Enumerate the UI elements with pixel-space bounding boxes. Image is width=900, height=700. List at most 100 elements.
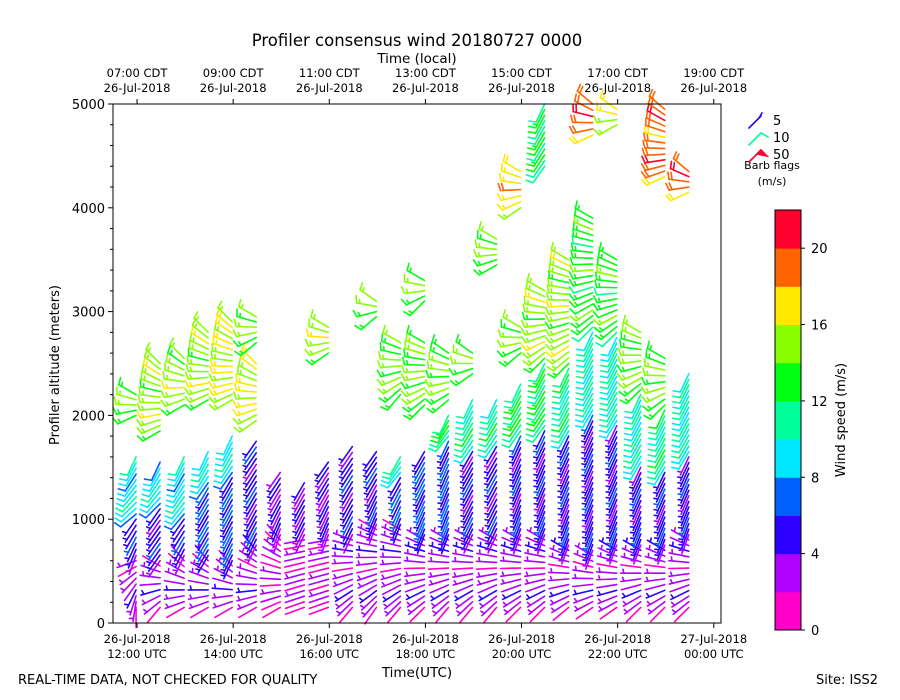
wind-barb xyxy=(534,533,546,555)
wind-barb xyxy=(145,513,161,532)
wind-barb xyxy=(359,589,378,604)
x-tick-date: 26-Jul-2018 xyxy=(392,632,459,646)
wind-barb xyxy=(568,291,594,301)
wind-barb xyxy=(125,554,137,576)
wind-barb xyxy=(123,583,137,602)
wind-barb xyxy=(621,589,642,599)
wind-barb xyxy=(647,600,666,615)
wind-barb xyxy=(479,410,498,431)
wind-barb xyxy=(668,571,690,578)
wind-barb xyxy=(503,601,522,616)
wind-barb xyxy=(234,382,258,393)
wind-barb xyxy=(187,585,209,591)
wind-barb xyxy=(622,461,642,481)
wind-barb xyxy=(502,406,522,426)
wind-barb xyxy=(677,472,690,493)
wind-barb xyxy=(551,413,570,433)
wind-barb xyxy=(220,554,233,575)
wind-barb xyxy=(605,510,618,531)
wind-barb xyxy=(437,510,450,531)
wind-barb xyxy=(597,595,618,605)
wind-barb xyxy=(547,362,570,379)
wind-barb xyxy=(145,519,161,538)
wind-barb xyxy=(527,385,546,405)
wind-barb xyxy=(596,563,618,569)
wind-barb xyxy=(283,556,306,562)
wind-barb xyxy=(558,538,570,559)
wind-barb xyxy=(478,422,498,442)
wind-barb xyxy=(188,600,209,610)
y-tick-label: 4000 xyxy=(72,202,105,217)
wind-barb xyxy=(211,342,233,357)
wind-barb xyxy=(291,505,306,525)
wind-barb xyxy=(551,407,570,427)
wind-barb xyxy=(629,516,642,537)
wind-barb xyxy=(267,505,282,526)
wind-barb xyxy=(623,450,642,470)
wind-barb xyxy=(169,518,185,537)
wind-barb xyxy=(304,347,330,357)
wind-barb xyxy=(413,517,426,538)
wind-barb xyxy=(355,560,378,566)
wind-barb xyxy=(532,435,546,456)
wind-barb xyxy=(314,472,330,491)
wind-barb xyxy=(647,460,666,480)
wind-barb xyxy=(142,473,161,492)
wind-barb xyxy=(238,606,258,619)
wind-barb xyxy=(379,544,402,553)
wind-barb xyxy=(428,578,450,586)
wind-barb xyxy=(619,338,642,351)
wind-barb xyxy=(523,571,546,578)
wind-barb xyxy=(623,416,642,436)
wind-barb xyxy=(527,379,546,399)
wind-barb xyxy=(382,456,402,476)
wind-barb xyxy=(653,499,666,520)
wind-barb xyxy=(259,589,282,595)
wind-barb xyxy=(499,172,522,185)
wind-barb xyxy=(169,337,185,360)
wind-barb xyxy=(243,492,258,512)
wind-barb xyxy=(622,314,642,334)
wind-barb xyxy=(284,589,306,598)
colorbar-segment xyxy=(775,324,801,364)
wind-barb xyxy=(568,134,594,145)
wind-barb xyxy=(437,481,450,502)
wind-barb xyxy=(453,439,474,459)
wind-barb xyxy=(236,308,258,323)
wind-barb xyxy=(437,475,450,496)
wind-barb xyxy=(592,303,618,311)
top-axis-label: Time (local) xyxy=(376,51,456,67)
wind-barb xyxy=(575,381,594,401)
wind-barb xyxy=(425,393,450,405)
wind-barb xyxy=(484,504,498,525)
wind-barb xyxy=(184,371,209,380)
wind-barb xyxy=(509,504,522,526)
colorbar-tick-label: 0 xyxy=(811,624,819,639)
wind-barb xyxy=(641,392,666,403)
wind-barb xyxy=(496,347,522,358)
wind-barb xyxy=(599,392,618,412)
barb-legend-units: (m/s) xyxy=(758,175,787,188)
wind-barb xyxy=(238,298,258,318)
wind-barb xyxy=(454,428,474,447)
wind-barb xyxy=(356,530,378,542)
wind-barb xyxy=(533,516,546,537)
wind-barb xyxy=(528,103,546,123)
wind-barb xyxy=(269,522,282,543)
wind-barb xyxy=(677,506,690,527)
wind-barb xyxy=(363,473,378,493)
wind-barb xyxy=(409,606,426,623)
colorbar: Wind speed (m/s) 0 4 8 12 16 20 xyxy=(774,209,849,639)
wind-barb xyxy=(569,264,594,273)
wind-barb xyxy=(557,504,570,525)
wind-barb xyxy=(266,477,282,496)
wind-barb xyxy=(545,345,570,358)
wind-barb xyxy=(629,472,642,492)
wind-barb xyxy=(549,595,570,606)
wind-barb xyxy=(191,457,209,477)
wind-barb xyxy=(404,541,426,553)
wind-barb xyxy=(388,506,402,526)
colorbar-tick-label: 20 xyxy=(811,242,828,257)
wind-barb xyxy=(620,330,642,345)
wind-barb xyxy=(359,282,378,303)
